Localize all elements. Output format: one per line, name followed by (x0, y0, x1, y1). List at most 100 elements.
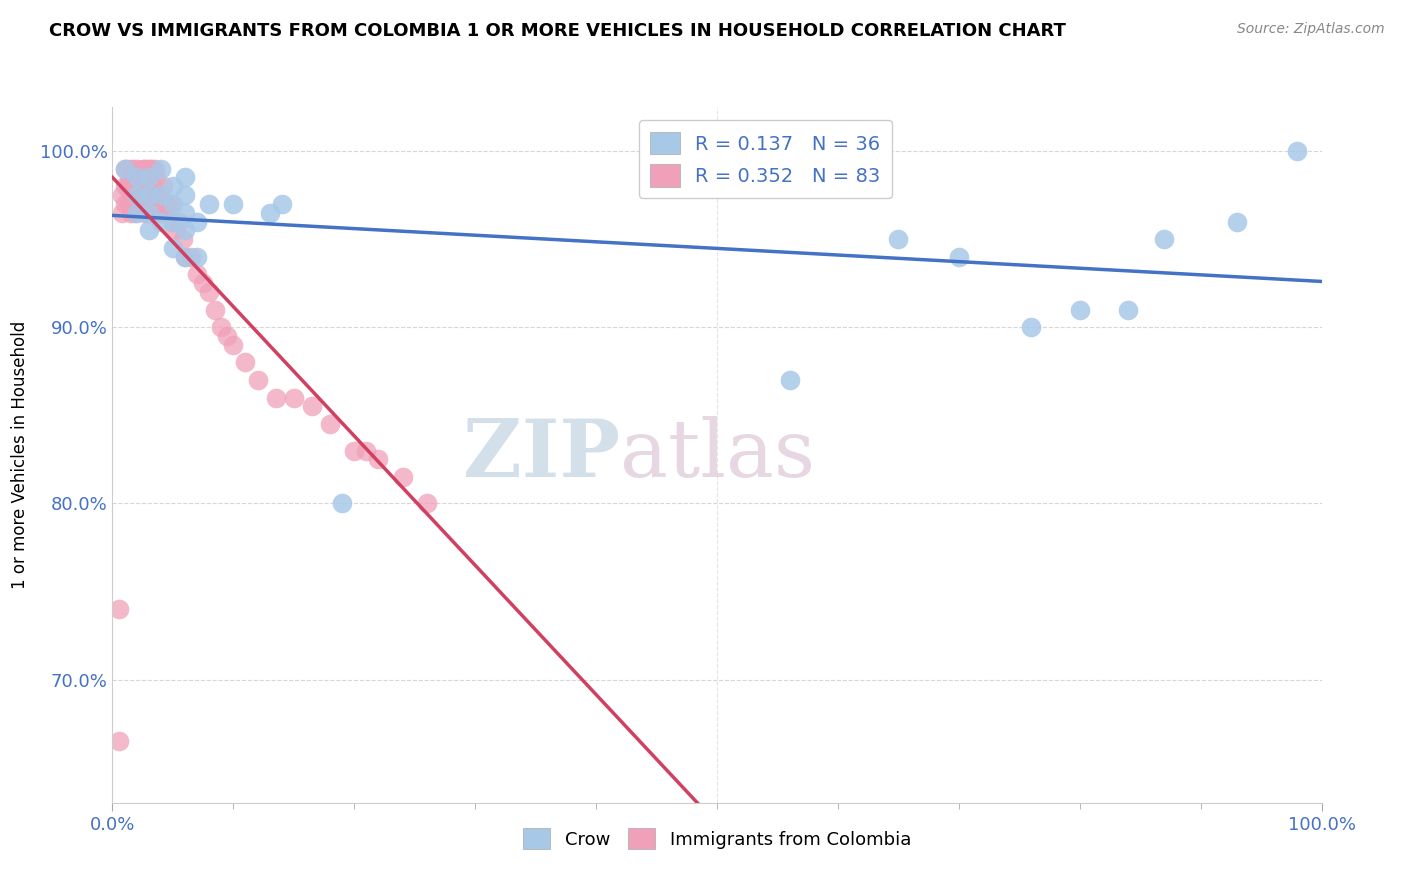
Point (120, 188, 142, 202)
Point (134, 188, 156, 202)
Text: CROW VS IMMIGRANTS FROM COLOMBIA 1 OR MORE VEHICLES IN HOUSEHOLD CORRELATION CHA: CROW VS IMMIGRANTS FROM COLOMBIA 1 OR MO… (49, 22, 1066, 40)
Point (138, 205, 160, 219)
Point (162, 214, 184, 228)
Point (343, 443, 366, 458)
Point (217, 329, 239, 343)
Point (107, 602, 129, 616)
Point (125, 188, 148, 202)
Point (122, 188, 145, 202)
Point (948, 250, 970, 264)
Text: atlas: atlas (620, 416, 815, 494)
Point (264, 391, 287, 405)
Point (1116, 302, 1139, 317)
Point (149, 188, 172, 202)
Point (121, 170, 143, 185)
Point (118, 170, 141, 185)
Point (135, 197, 157, 211)
Point (118, 197, 141, 211)
Point (122, 161, 145, 176)
Point (128, 170, 150, 185)
Point (129, 170, 152, 185)
Point (779, 373, 801, 387)
Point (128, 188, 150, 202)
Point (117, 179, 139, 194)
Point (191, 276, 214, 290)
Point (174, 223, 197, 237)
Point (132, 161, 155, 176)
Point (138, 170, 160, 185)
Point (162, 179, 184, 194)
Point (174, 170, 197, 185)
Point (209, 320, 232, 334)
Point (153, 205, 176, 219)
Point (367, 452, 389, 467)
Point (222, 197, 245, 211)
Point (162, 214, 184, 228)
Point (138, 170, 160, 185)
Point (149, 161, 172, 176)
Point (107, 734, 129, 748)
Point (138, 223, 160, 237)
Point (1153, 232, 1175, 246)
Point (1021, 320, 1043, 334)
Point (120, 161, 142, 176)
Point (174, 250, 197, 264)
Point (114, 161, 136, 176)
Point (136, 170, 159, 185)
Point (180, 250, 202, 264)
Point (167, 214, 190, 228)
Point (162, 241, 184, 255)
Legend: Crow, Immigrants from Colombia: Crow, Immigrants from Colombia (516, 822, 918, 856)
Point (146, 188, 169, 202)
Point (125, 170, 148, 185)
Point (186, 250, 208, 264)
Point (134, 205, 156, 219)
Point (1069, 302, 1091, 317)
Point (125, 205, 148, 219)
Point (132, 188, 155, 202)
Point (391, 470, 413, 484)
Point (138, 188, 160, 202)
Point (1226, 214, 1249, 228)
Point (235, 355, 257, 369)
Point (114, 179, 136, 194)
Point (152, 179, 174, 194)
Point (165, 223, 187, 237)
Point (139, 161, 162, 176)
Point (1286, 144, 1309, 158)
Point (143, 188, 166, 202)
Point (135, 179, 157, 194)
Point (149, 205, 172, 219)
Point (259, 205, 281, 219)
Point (172, 232, 194, 246)
Text: Source: ZipAtlas.com: Source: ZipAtlas.com (1237, 22, 1385, 37)
Y-axis label: 1 or more Vehicles in Household: 1 or more Vehicles in Household (10, 321, 28, 589)
Point (149, 188, 172, 202)
Point (148, 205, 170, 219)
Point (111, 188, 134, 202)
Point (174, 250, 197, 264)
Point (174, 188, 197, 202)
Point (204, 302, 226, 317)
Point (124, 205, 146, 219)
Point (159, 197, 181, 211)
Point (143, 161, 166, 176)
Point (283, 391, 305, 405)
Point (134, 170, 156, 185)
Point (301, 400, 323, 414)
Point (246, 373, 269, 387)
Point (132, 170, 155, 185)
Point (222, 338, 245, 352)
Point (132, 161, 155, 176)
Point (125, 161, 148, 176)
Point (198, 197, 221, 211)
Point (330, 496, 353, 510)
Point (114, 197, 136, 211)
Point (156, 197, 179, 211)
Point (186, 214, 208, 228)
Point (138, 205, 160, 219)
Point (270, 197, 292, 211)
Point (141, 179, 163, 194)
Point (887, 232, 910, 246)
Point (122, 188, 145, 202)
